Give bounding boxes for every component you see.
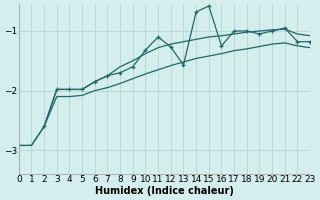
X-axis label: Humidex (Indice chaleur): Humidex (Indice chaleur)	[95, 186, 234, 196]
